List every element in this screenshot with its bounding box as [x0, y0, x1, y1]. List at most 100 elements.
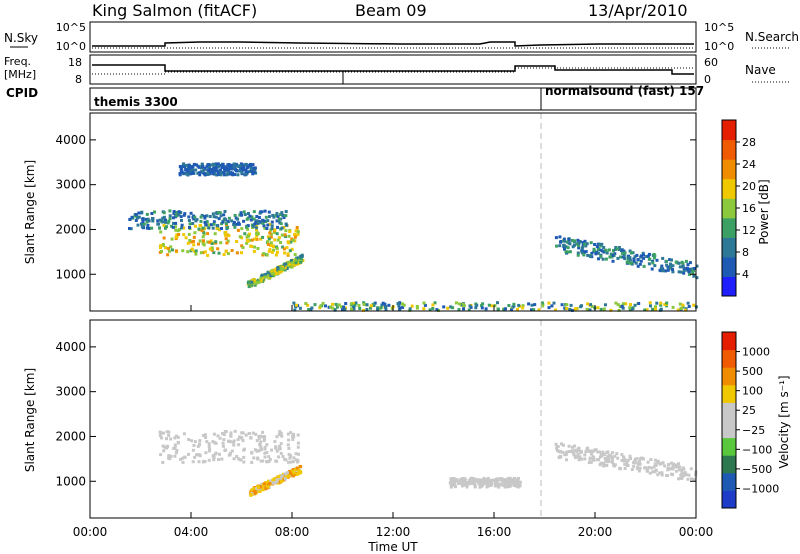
data-cell [262, 219, 266, 223]
data-cell [287, 234, 291, 238]
data-cell [177, 210, 181, 214]
power-colorbar-label: Power [dB] [757, 179, 771, 244]
data-cell [221, 162, 225, 166]
data-cell [593, 243, 597, 246]
data-cell [468, 481, 472, 485]
data-cell [165, 225, 168, 229]
data-cell [176, 435, 180, 439]
data-cell [239, 167, 243, 171]
data-cell [562, 244, 566, 247]
colorbar-tick-label: 25 [742, 404, 756, 417]
data-cell [200, 213, 204, 217]
data-cell [276, 479, 279, 483]
station-title: King Salmon (fitACF) [92, 1, 257, 20]
data-cell [634, 261, 638, 265]
data-cell [497, 485, 501, 489]
data-cell [163, 445, 167, 449]
data-cell [269, 232, 273, 236]
data-cell [609, 308, 613, 312]
data-cell [580, 457, 584, 461]
data-cell [580, 251, 584, 255]
data-cell [220, 166, 224, 169]
y-tick-label: 2000 [55, 429, 86, 443]
data-cell [666, 468, 670, 472]
data-cell [277, 236, 281, 240]
data-cell [565, 240, 569, 244]
data-cell [223, 233, 227, 237]
data-cell [161, 220, 165, 224]
data-cell [573, 444, 577, 448]
data-cell [670, 258, 673, 262]
data-cell [496, 479, 500, 482]
data-cell [203, 173, 207, 177]
data-cell [454, 301, 458, 305]
data-cell [259, 434, 263, 438]
data-cell [224, 249, 228, 253]
data-cell [507, 482, 511, 486]
data-cell [654, 307, 658, 311]
data-cell [207, 226, 211, 230]
data-cell [250, 488, 254, 492]
data-cell [162, 236, 166, 240]
data-cell [168, 209, 172, 213]
data-cell [588, 457, 592, 461]
data-cell [140, 225, 144, 229]
data-cell [247, 432, 251, 435]
data-cell [582, 253, 586, 257]
data-cell [486, 476, 490, 480]
data-cell [225, 167, 229, 171]
data-cell [253, 222, 257, 226]
data-cell [252, 217, 256, 221]
data-cell [274, 446, 278, 450]
data-cell [396, 302, 400, 306]
data-cell [296, 232, 300, 236]
data-cell [182, 213, 186, 217]
data-cell [289, 240, 293, 244]
data-cell [471, 476, 475, 480]
data-cell [184, 168, 188, 171]
data-cell [232, 220, 236, 224]
data-cell [207, 449, 211, 453]
data-cell [263, 437, 267, 441]
data-cell [281, 265, 285, 269]
data-cell [555, 446, 558, 450]
data-cell [198, 173, 202, 177]
data-cell [682, 467, 686, 471]
data-cell [561, 450, 565, 454]
data-cell [648, 471, 652, 475]
data-cell [187, 452, 190, 456]
data-cell [653, 254, 657, 258]
data-cell [209, 167, 213, 171]
data-cell [195, 163, 198, 167]
data-cell [276, 268, 280, 272]
data-cell [274, 267, 278, 271]
data-cell [628, 454, 632, 458]
data-cell [681, 262, 685, 265]
data-cell [212, 456, 216, 460]
y-tick-label: 4000 [55, 340, 86, 354]
data-cell [460, 481, 464, 485]
data-cell [170, 248, 174, 252]
data-cell [130, 215, 134, 219]
data-cell [673, 465, 677, 469]
data-cell [260, 273, 264, 277]
data-cell [596, 306, 600, 310]
data-cell [175, 211, 179, 215]
data-cell [232, 162, 236, 166]
data-cell [254, 171, 258, 175]
data-cell [678, 476, 682, 480]
data-cell [516, 485, 520, 489]
data-cell [242, 460, 246, 464]
data-cell [248, 214, 252, 218]
data-cell [682, 271, 686, 275]
data-cell [599, 307, 603, 311]
data-cell [268, 231, 272, 235]
data-cell [198, 439, 202, 443]
data-cell [410, 304, 414, 308]
data-cell [579, 305, 583, 309]
data-cell [296, 441, 300, 445]
data-cell [206, 169, 210, 173]
data-cell [244, 170, 248, 174]
data-cell [212, 458, 216, 462]
data-cell [207, 240, 211, 244]
